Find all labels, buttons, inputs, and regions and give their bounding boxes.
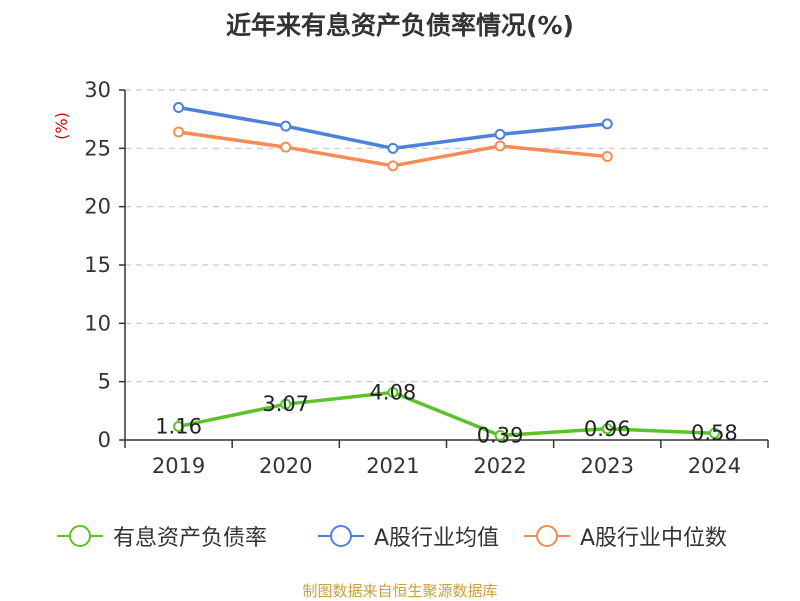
data-label: 0.96 (584, 417, 631, 441)
y-tick-label: 25 (84, 136, 111, 160)
legend-circle (69, 525, 91, 547)
y-tick-label: 0 (98, 428, 111, 452)
y-tick-label: 10 (84, 311, 111, 335)
data-point (387, 160, 399, 172)
axes: 0 5 10 15 20 25 30 2019 2020 2021 2022 2023 2024 (84, 78, 769, 478)
x-tick-label: 2022 (473, 454, 526, 478)
y-tick-label: 30 (84, 78, 111, 102)
data-label: 1.16 (155, 414, 202, 438)
data-point (494, 140, 506, 152)
x-tick-label: 2023 (581, 454, 634, 478)
x-tick-label: 2024 (688, 454, 741, 478)
data-point (494, 429, 506, 441)
legend-label: 有息资产负债率 (113, 526, 268, 551)
data-point (387, 386, 399, 398)
data-point (494, 128, 506, 140)
x-tick-label: 2020 (259, 454, 312, 478)
grid-lines (125, 89, 768, 383)
legend-item-industry-median[interactable]: A股行业中位数 (524, 518, 727, 554)
legend-item-interest-debt-ratio[interactable]: 有息资产负债率 (57, 518, 267, 554)
data-label: 4.08 (370, 380, 417, 404)
data-point (280, 141, 292, 153)
y-unit-label: (%) (52, 112, 71, 140)
y-tick-label: 15 (84, 253, 111, 277)
series (173, 102, 720, 441)
legend-marker-icon (57, 524, 103, 548)
data-label: 0.58 (691, 421, 738, 445)
data-point (173, 102, 185, 113)
source-note: 制图数据来自恒生聚源数据库 (302, 582, 498, 600)
data-labels: 1.16 3.07 4.08 0.39 0.96 0.58 (155, 380, 738, 447)
series-line (178, 390, 715, 438)
data-point (601, 423, 613, 435)
data-point (601, 151, 613, 162)
y-tick-label: 5 (98, 370, 111, 394)
x-tick-label: 2021 (366, 454, 419, 478)
legend: 有息资产负债率 A股行业均值 A股行业中位数 (0, 518, 800, 558)
legend-marker-icon (524, 524, 570, 548)
data-point (387, 142, 399, 154)
data-label: 0.39 (477, 423, 524, 447)
y-tick-label: 20 (84, 195, 111, 219)
legend-circle (536, 525, 558, 547)
data-label: 3.07 (262, 392, 309, 416)
data-point (173, 420, 185, 432)
legend-label: A股行业中位数 (580, 526, 728, 551)
x-tick-label: 2019 (152, 454, 205, 478)
legend-circle (330, 525, 352, 547)
data-point (708, 427, 720, 439)
legend-marker-icon (318, 524, 364, 548)
chart-title: 近年来有息资产负债率情况(%) (226, 11, 574, 40)
data-point (173, 126, 185, 138)
data-point (601, 118, 613, 130)
legend-label: A股行业均值 (374, 526, 500, 551)
data-point (280, 120, 292, 132)
data-point (280, 398, 292, 410)
legend-item-industry-mean[interactable]: A股行业均值 (318, 518, 499, 554)
